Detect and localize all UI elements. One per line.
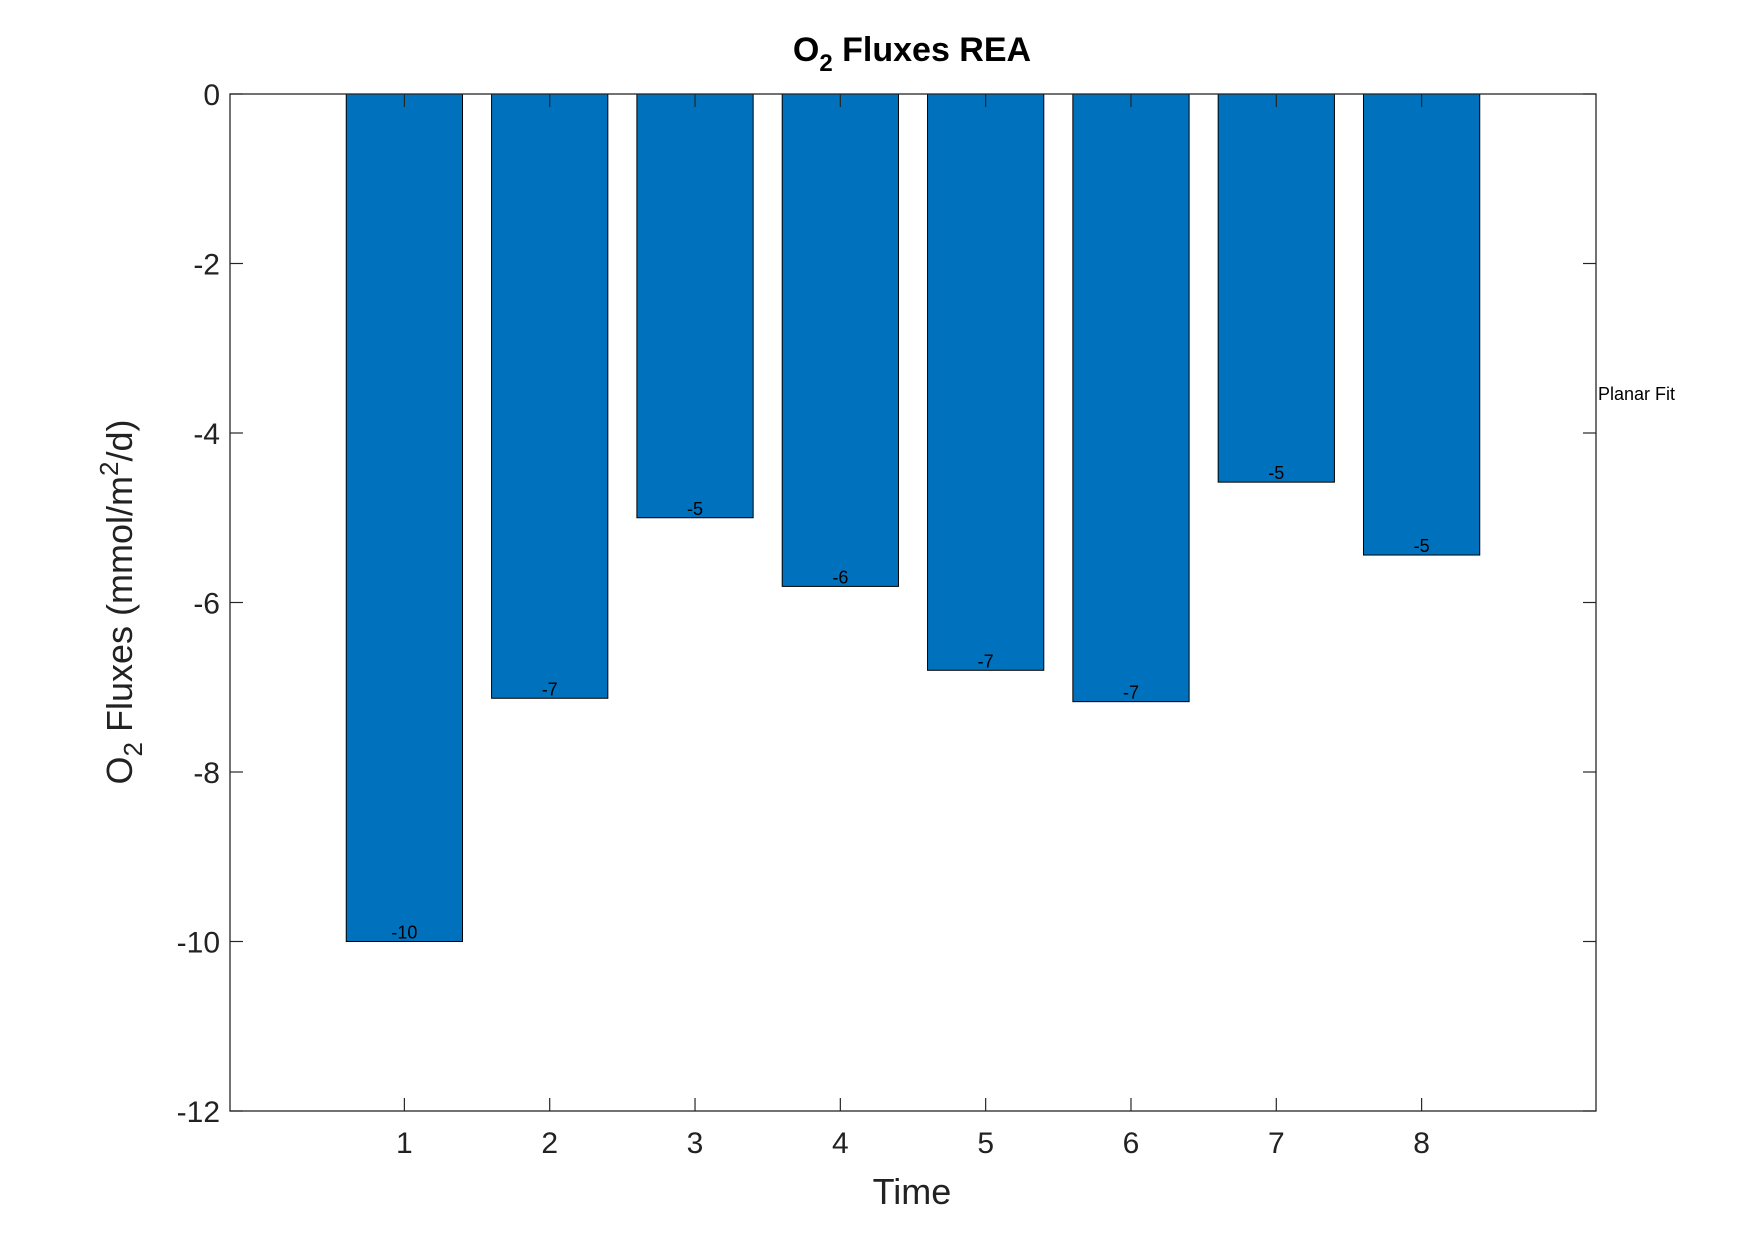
x-tick-label: 4 [832, 1127, 849, 1160]
x-tick-label: 5 [977, 1127, 994, 1160]
y-tick-label: 0 [203, 79, 220, 112]
data-labels-group: -10 -7 -5 -6 -7 -7 -5 -5 [391, 463, 1429, 942]
x-tick-label: 2 [541, 1127, 558, 1160]
bars-group [345, 93, 1481, 942]
data-label-1: -10 [391, 923, 417, 943]
y-tick-label: -4 [193, 418, 220, 451]
y-tick-label: -10 [177, 927, 220, 960]
x-tick-label: 7 [1268, 1127, 1285, 1160]
y-axis-title-superscript: 2 [94, 462, 124, 476]
y-axis-title-mid: Fluxes (mmol/m [99, 476, 140, 742]
x-axis-title: Time [873, 1171, 952, 1212]
x-tick-label: 1 [396, 1127, 413, 1160]
data-label-5: -7 [978, 651, 994, 671]
y-tick-label: -2 [193, 249, 220, 282]
chart-title: O2 Fluxes REA [793, 31, 1031, 77]
x-tick-label: 8 [1413, 1127, 1430, 1160]
bar-8 [1362, 93, 1481, 556]
data-label-7: -5 [1268, 463, 1284, 483]
data-label-4: -6 [832, 567, 848, 587]
data-label-3: -5 [687, 499, 703, 519]
chart-title-rest: Fluxes REA [833, 31, 1031, 69]
y-axis-title: O2 Fluxes (mmol/m2/d) [94, 420, 148, 785]
data-label-2: -7 [542, 679, 558, 699]
bar-4 [781, 93, 899, 587]
y-tick-label: -8 [193, 757, 220, 790]
data-label-8: -5 [1414, 536, 1430, 556]
y-axis-title-main: O [99, 756, 140, 784]
bar-5 [927, 93, 1045, 671]
bar-6 [1072, 93, 1190, 703]
planar-fit-annotation: Planar Fit [1598, 384, 1675, 404]
y-axis-title-subscript: 2 [118, 742, 148, 756]
x-axis-ticks: 1 2 3 4 5 6 7 8 [396, 94, 1430, 1160]
bar-1 [345, 93, 464, 942]
bar-3 [636, 93, 754, 519]
y-axis-ticks: 0 -2 -4 -6 -8 -10 -12 [177, 79, 1596, 1129]
x-tick-label: 6 [1123, 1127, 1140, 1160]
y-tick-label: -6 [193, 588, 220, 621]
x-tick-label: 3 [687, 1127, 704, 1160]
bar-2 [491, 93, 609, 699]
y-axis-title-end: /d) [99, 420, 140, 462]
data-label-6: -7 [1123, 683, 1139, 703]
bar-7 [1217, 93, 1335, 483]
y-tick-label: -12 [177, 1096, 220, 1129]
chart-title-subscript: 2 [819, 50, 832, 77]
chart-title-main: O [793, 31, 819, 69]
